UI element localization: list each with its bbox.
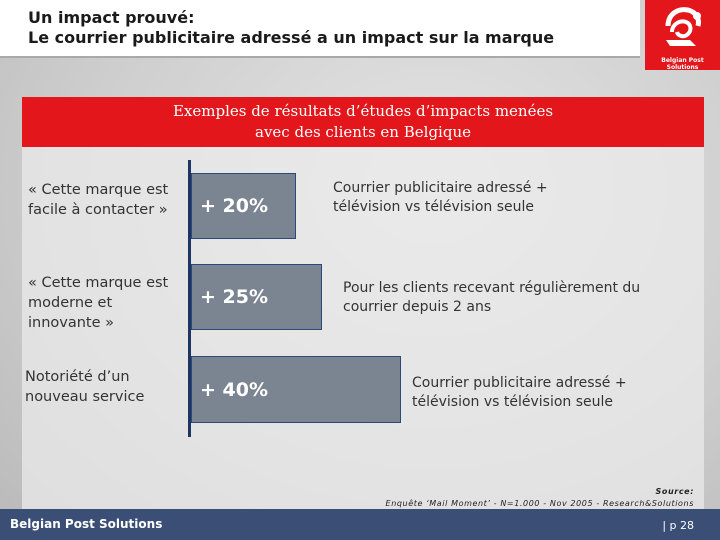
bar: + 20%	[191, 173, 296, 239]
source-note: Source: Enquête ‘Mail Moment’ - N=1.000 …	[386, 486, 694, 510]
page-number: | p 28	[662, 519, 694, 532]
content-panel	[22, 147, 704, 509]
bar: + 25%	[191, 264, 322, 330]
bar-value: + 25%	[200, 286, 269, 308]
banner-line-1: Exemples de résultats d’études d’impacts…	[172, 102, 554, 120]
chart-axis	[188, 160, 191, 437]
row-description: Courrier publicitaire adressé + télévisi…	[333, 180, 548, 215]
banner-line-2: avec des clients en Belgique	[255, 123, 471, 141]
bar-value: + 40%	[200, 378, 269, 401]
title-line-1: Un impact prouvé:	[28, 8, 195, 27]
bar-value: + 20%	[200, 195, 269, 217]
row-label: « Cette marque est facile à contacter »	[28, 182, 169, 218]
source-heading: Source:	[655, 487, 694, 496]
header-divider	[0, 56, 640, 58]
footer: Belgian Post Solutions | p 28	[0, 509, 720, 540]
footer-brand: Belgian Post Solutions	[10, 517, 163, 531]
row-description: Courrier publicitaire adressé + télévisi…	[412, 375, 627, 410]
row-label: Notoriété d’un nouveau service	[25, 369, 145, 405]
header: Un impact prouvé: Le courrier publicitai…	[0, 0, 640, 56]
logo: Belgian Post Solutions	[645, 0, 720, 71]
row-label: « Cette marque est moderne et innovante …	[28, 275, 169, 331]
title-line-2: Le courrier publicitaire adressé a un im…	[28, 28, 555, 47]
bar: + 40%	[191, 356, 401, 423]
logo-text: Belgian Post Solutions	[661, 57, 704, 71]
page-title: Un impact prouvé: Le courrier publicitai…	[28, 8, 554, 48]
source-text: Enquête ‘Mail Moment’ - N=1.000 - Nov 20…	[385, 499, 694, 508]
row-description: Pour les clients recevant régulièrement …	[343, 280, 641, 315]
post-horn-icon	[665, 7, 701, 46]
banner: Exemples de résultats d’études d’impacts…	[22, 97, 704, 147]
